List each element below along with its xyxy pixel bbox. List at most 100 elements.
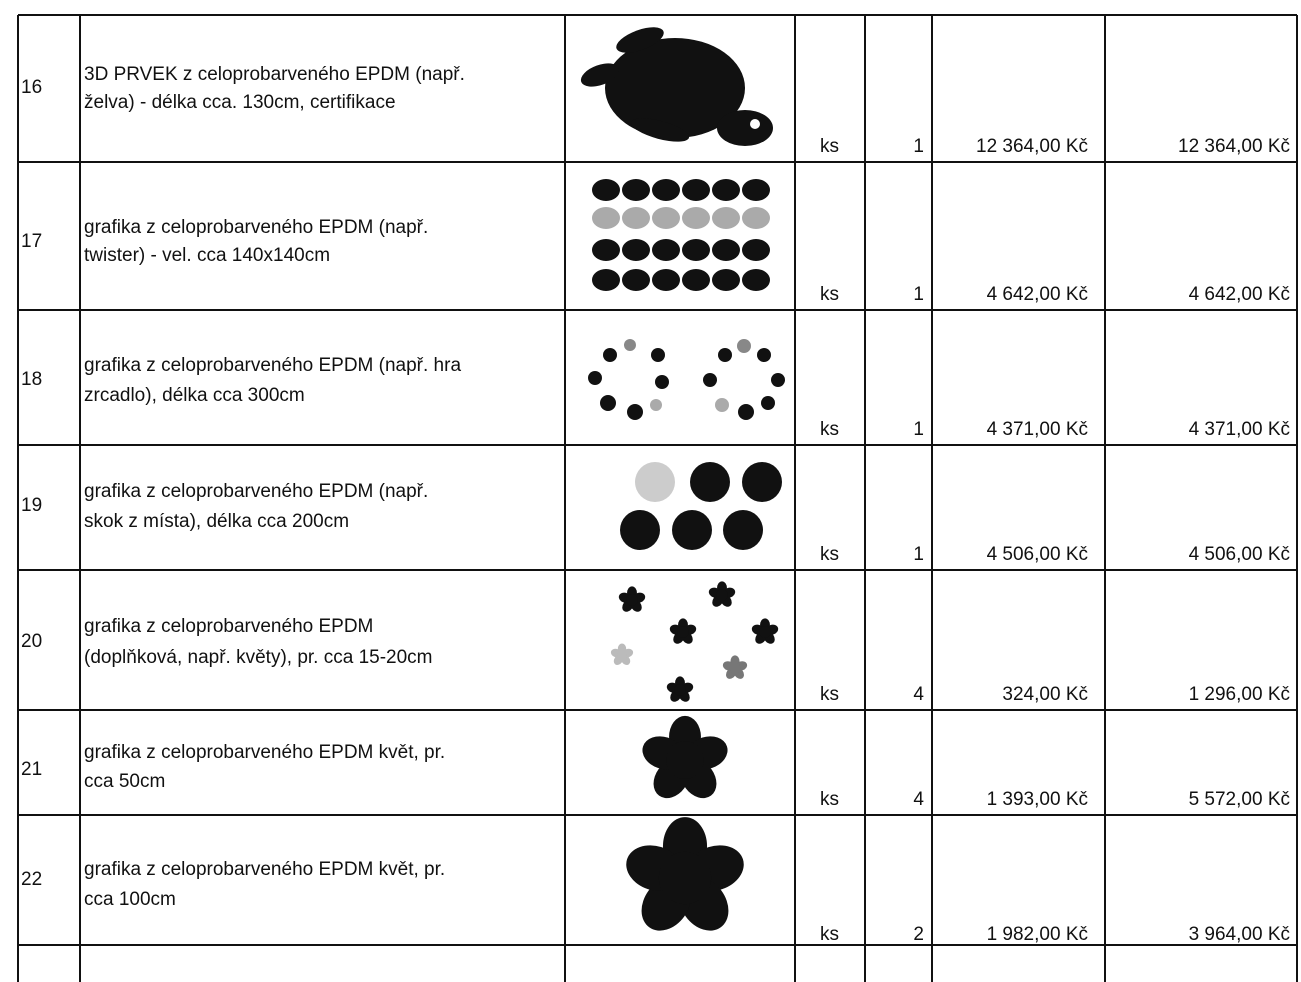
cell-text: ks [820, 684, 839, 706]
product-image-shape [578, 22, 785, 940]
product-image-shape [592, 179, 620, 201]
cell-text: ks [820, 419, 839, 441]
product-image-shape [742, 239, 770, 261]
product-image-shape [712, 269, 740, 291]
cell-text: 4 642,00 Kč [987, 284, 1088, 306]
product-image-shape [682, 239, 710, 261]
product-image-shape [712, 239, 740, 261]
product-image-shape [723, 510, 763, 550]
product-image-shape [638, 716, 732, 805]
product-image-shape [592, 239, 620, 261]
cell-text: 3D PRVEK z celoprobarveného EPDM (např. [84, 64, 465, 86]
product-image-shape [682, 207, 710, 229]
cell-text: 1 [913, 136, 924, 158]
product-image-shape [715, 398, 729, 412]
cell-text: ks [820, 789, 839, 811]
cell-text: ks [820, 136, 839, 158]
cell-text: 4 506,00 Kč [987, 544, 1088, 566]
product-image-shape [742, 207, 770, 229]
cell-text: grafika z celoprobarveného EPDM (např. h… [84, 355, 461, 377]
cell-text: grafika z celoprobarveného EPDM květ, pr… [84, 859, 445, 881]
product-image-shape [627, 404, 643, 420]
product-image-shape [703, 373, 717, 387]
cell-text: cca 100cm [84, 889, 176, 911]
product-image-shape [757, 348, 771, 362]
cell-text: 324,00 Kč [1002, 684, 1088, 706]
cell-text: želva) - délka cca. 130cm, certifikace [84, 92, 396, 114]
product-image-shape [600, 395, 616, 411]
product-image-shape [750, 119, 760, 129]
cell-text: 1 393,00 Kč [987, 789, 1088, 811]
product-image-shape [652, 207, 680, 229]
cell-text: ks [820, 924, 839, 946]
cell-text: 5 572,00 Kč [1189, 789, 1290, 811]
product-image-shape [622, 179, 650, 201]
cell-text: 1 296,00 Kč [1189, 684, 1290, 706]
cell-text: skok z místa), délka cca 200cm [84, 511, 349, 533]
cell-text: 1 [913, 419, 924, 441]
product-image-shape [655, 375, 669, 389]
product-image-shape [650, 399, 662, 411]
cell-text: 4 371,00 Kč [1189, 419, 1290, 441]
cell-text: 18 [21, 369, 42, 391]
product-image-shape [718, 348, 732, 362]
product-image-shape [617, 586, 646, 614]
product-image-shape [603, 348, 617, 362]
product-image-shape [682, 269, 710, 291]
product-image-shape [717, 110, 773, 146]
document-page: 16 3D PRVEK z celoprobarveného EPDM (např… [0, 0, 1301, 982]
product-image-shape [742, 269, 770, 291]
product-image-shape [592, 269, 620, 291]
cell-text: cca 50cm [84, 771, 165, 793]
cell-text: 20 [21, 631, 42, 653]
product-image-shape [652, 269, 680, 291]
product-image-shape [761, 396, 775, 410]
product-image-shape [592, 179, 770, 291]
product-image-shape [635, 462, 675, 502]
product-image-shape [620, 817, 749, 940]
product-image-shape [742, 462, 782, 502]
cell-text: 1 [913, 544, 924, 566]
product-image-shape [712, 207, 740, 229]
product-image-shape [771, 373, 785, 387]
product-image-shape [722, 655, 749, 680]
cell-text: 1 [913, 284, 924, 306]
product-image-shape [690, 462, 730, 502]
cell-text: 21 [21, 759, 42, 781]
product-image-shape [665, 676, 694, 704]
cell-text: grafika z celoprobarveného EPDM [84, 616, 373, 638]
cell-text: 12 364,00 Kč [976, 136, 1088, 158]
product-image-shape [682, 179, 710, 201]
cell-text: grafika z celoprobarveného EPDM (např. [84, 217, 428, 239]
cell-text: grafika z celoprobarveného EPDM (např. [84, 481, 428, 503]
cell-text: twister) - vel. cca 140x140cm [84, 245, 330, 267]
product-image-shape [610, 643, 635, 666]
product-image-shape [622, 239, 650, 261]
cell-text: ks [820, 544, 839, 566]
product-image-shape [738, 404, 754, 420]
cell-text: 19 [21, 495, 42, 517]
cell-text: 4 [913, 789, 924, 811]
product-image-shape [588, 371, 602, 385]
cell-text: 22 [21, 869, 42, 891]
product-image-shape [624, 339, 636, 351]
cell-text: 16 [21, 77, 42, 99]
cell-text: 17 [21, 231, 42, 253]
product-image-shape [622, 269, 650, 291]
product-image-shape [651, 348, 665, 362]
cell-text: 12 364,00 Kč [1178, 136, 1290, 158]
cell-text: 4 [913, 684, 924, 706]
product-image-shape [707, 581, 736, 609]
cell-text: 1 982,00 Kč [987, 924, 1088, 946]
cell-text: 4 506,00 Kč [1189, 544, 1290, 566]
product-image-shape [620, 510, 660, 550]
product-image-shape [742, 179, 770, 201]
cell-text: 4 642,00 Kč [1189, 284, 1290, 306]
product-image-shape [622, 207, 650, 229]
product-image-shape [750, 618, 779, 646]
cell-text: 2 [913, 924, 924, 946]
cell-text: zrcadlo), délka cca 300cm [84, 385, 305, 407]
cell-text: grafika z celoprobarveného EPDM květ, pr… [84, 742, 445, 764]
cell-text: 3 964,00 Kč [1189, 924, 1290, 946]
product-image-shape [672, 510, 712, 550]
